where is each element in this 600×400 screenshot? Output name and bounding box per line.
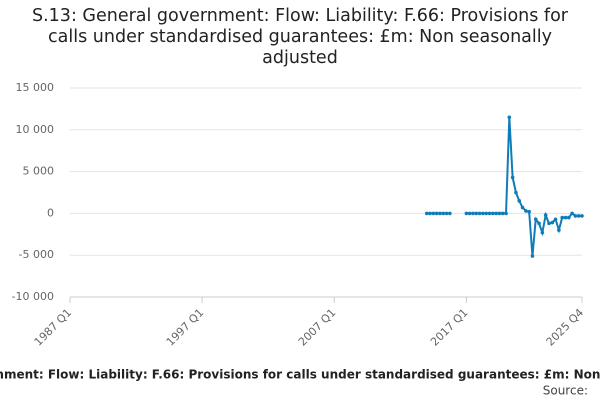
data-point [474, 211, 479, 216]
data-point [557, 228, 561, 232]
data-line [426, 117, 582, 257]
data-point [533, 217, 538, 222]
y-tick-label: -10 000 [12, 290, 54, 303]
data-point [576, 214, 581, 218]
data-point [497, 211, 502, 216]
chart-title: S.13: General government: Flow: Liabilit… [32, 6, 568, 68]
data-point [477, 211, 482, 216]
data-point [444, 211, 449, 216]
data-point [550, 220, 555, 225]
data-point [431, 211, 436, 216]
data-point [500, 211, 505, 216]
x-tick-label: 1997 Q1 [164, 306, 207, 349]
data-point [494, 211, 498, 216]
data-point [471, 211, 475, 216]
data-point [424, 211, 429, 216]
data-point [540, 230, 545, 235]
x-tick-label: 2007 Q1 [296, 306, 339, 349]
data-point [530, 254, 535, 258]
data-point [504, 211, 508, 216]
data-point [524, 209, 528, 213]
data-point [570, 211, 574, 216]
y-tick-label: 5 000 [23, 165, 55, 178]
data-point [487, 211, 492, 216]
data-point [543, 213, 548, 217]
source-label: Source: [543, 384, 588, 398]
y-tick-label: -5 000 [19, 248, 54, 261]
data-point [580, 214, 584, 218]
x-tick-label: 2017 Q1 [428, 306, 471, 349]
data-point [484, 211, 489, 216]
data-point [491, 211, 495, 216]
data-point [566, 215, 571, 220]
data-point [527, 209, 531, 214]
x-axis-label: S.13: General government: Flow: Liabilit… [0, 368, 600, 382]
data-point [547, 221, 551, 226]
data-point [520, 205, 525, 210]
data-point [438, 211, 442, 216]
data-point [510, 175, 515, 180]
data-point [563, 215, 568, 220]
data-point [573, 214, 578, 218]
y-tick-label: 15 000 [16, 81, 55, 94]
data-point [507, 115, 512, 120]
data-point [481, 211, 485, 216]
data-point [537, 221, 541, 226]
x-tick-label: 1987 Q1 [32, 306, 75, 349]
data-point [448, 211, 452, 216]
data-point [464, 211, 469, 216]
x-tick-label: 2025 Q4 [544, 306, 587, 349]
data-point [514, 190, 518, 195]
data-point [428, 211, 432, 216]
data-point [467, 211, 472, 216]
data-point [553, 217, 558, 222]
data-point [560, 215, 564, 220]
y-tick-label: 10 000 [16, 123, 55, 136]
data-point [517, 199, 522, 203]
data-point [434, 211, 439, 216]
y-tick-label: 0 [47, 206, 54, 219]
data-point [441, 211, 446, 216]
